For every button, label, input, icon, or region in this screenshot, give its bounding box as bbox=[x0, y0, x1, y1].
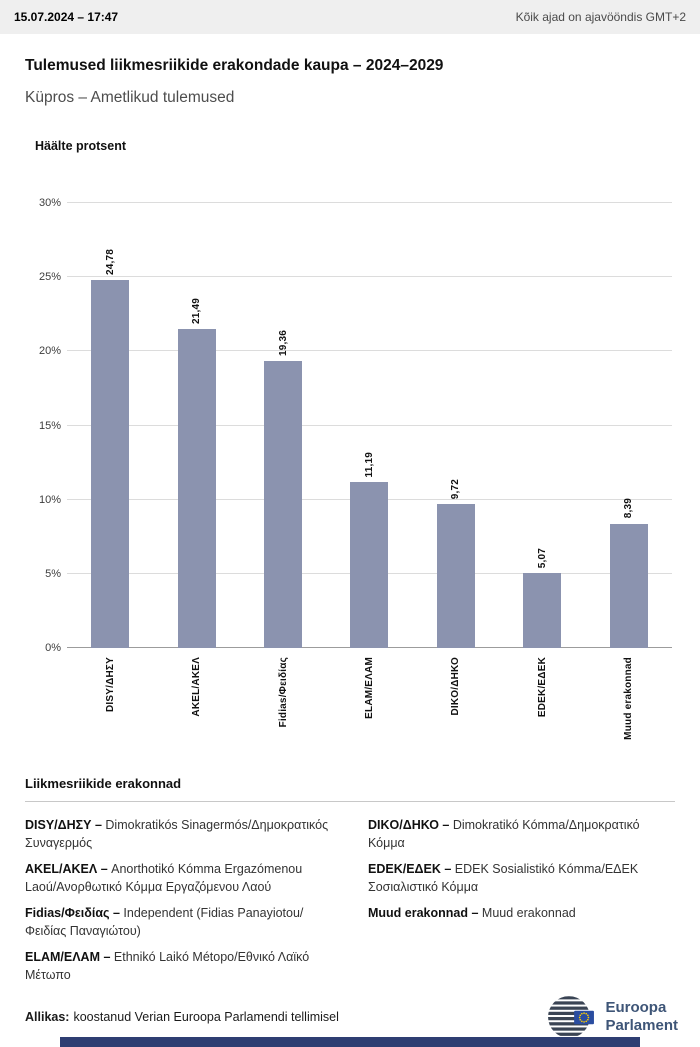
legend-item-name: Dimokratikó Kómma/Δημοκρατικό Κόμμα bbox=[368, 818, 640, 850]
legend-item: ELAM/ΕΛΑΜ – Ethnikó Laikó Métopo/Εθνικό … bbox=[25, 949, 332, 984]
bar-column: 8,39 bbox=[586, 203, 672, 648]
ep-logo-text: Euroopa Parlament bbox=[605, 999, 678, 1035]
plot-area: 0% 5% 10% 15% 20% 25% 30% 24,78 21,49 19,36 11,19 9… bbox=[39, 197, 672, 654]
legend-item-name: EDEK Sosialistikó Kómma/ΕΔΕΚ Σοσιαλιστικ… bbox=[368, 862, 639, 894]
logo-text-line2: Parlament bbox=[605, 1017, 678, 1034]
gridline bbox=[67, 276, 672, 278]
source-text: koostanud Verian Euroopa Parlamendi tell… bbox=[73, 1010, 339, 1024]
bar bbox=[609, 523, 648, 648]
y-tick-label: 5% bbox=[45, 567, 61, 580]
legend-item-name: Independent (Fidias Panayiotou/Φειδίας Π… bbox=[25, 906, 304, 938]
x-axis-label: Fidias/Φειδίας bbox=[277, 657, 289, 728]
bar-column: 21,49 bbox=[153, 203, 239, 648]
y-tick-label: 25% bbox=[38, 271, 61, 284]
y-tick-label: 20% bbox=[38, 345, 61, 358]
bar-column: 9,72 bbox=[413, 203, 499, 648]
bar bbox=[91, 280, 130, 648]
top-bar: 15.07.2024 – 17:47 Kõik ajad on ajavöönd… bbox=[0, 0, 700, 34]
bar bbox=[177, 329, 216, 648]
legend-item-abbr: EDEK/ΕΔΕΚ – bbox=[368, 862, 455, 876]
x-label-cell: ELAM/ΕΛΑΜ bbox=[326, 648, 412, 752]
legend-item-abbr: Fidias/Φειδίας – bbox=[25, 906, 124, 920]
y-tick-label: 0% bbox=[45, 642, 61, 654]
bar-value-label: 9,72 bbox=[450, 478, 462, 499]
bar-column: 19,36 bbox=[240, 203, 326, 648]
gridline bbox=[67, 350, 672, 352]
bottom-accent-bar bbox=[60, 1037, 640, 1047]
legend-col-2: DIKO/ΔΗΚΟ – Dimokratikó Kómma/Δημοκρατικ… bbox=[368, 817, 675, 993]
source-note: Allikas: koostanud Verian Euroopa Parlame… bbox=[25, 1010, 339, 1024]
legend-col-1: DISY/ΔΗΣΥ – Dimokratikós Sinagermós/Δημο… bbox=[25, 817, 332, 993]
timezone-note: Kõik ajad on ajavööndis GMT+2 bbox=[515, 10, 686, 24]
bar-value-label: 19,36 bbox=[277, 329, 289, 356]
bar-value-label: 11,19 bbox=[363, 451, 375, 478]
legend-item-abbr: AKEL/ΑΚΕΛ – bbox=[25, 862, 112, 876]
bar-value-label: 5,07 bbox=[536, 547, 548, 568]
bar-column: 24,78 bbox=[67, 203, 153, 648]
legend-item-abbr: DISY/ΔΗΣΥ – bbox=[25, 818, 106, 832]
bar bbox=[350, 482, 389, 648]
x-label-cell: AKEL/ΑΚΕΛ bbox=[153, 648, 239, 752]
gridline bbox=[67, 202, 672, 203]
legend-item: DIKO/ΔΗΚΟ – Dimokratikó Kómma/Δημοκρατικ… bbox=[368, 817, 675, 852]
y-tick-label: 10% bbox=[38, 493, 61, 506]
x-axis-label: DISY/ΔΗΣΥ bbox=[104, 657, 116, 712]
x-label-cell: EDEK/ΕΔΕΚ bbox=[499, 648, 585, 752]
bar bbox=[436, 503, 475, 648]
chart-section: Häälte protsent 0% 5% 10% 15% 20% 25% 30% 24,78… bbox=[25, 139, 675, 752]
x-label-cell: Fidias/Φειδίας bbox=[240, 648, 326, 752]
datetime-label: 15.07.2024 – 17:47 bbox=[14, 10, 119, 24]
x-axis-label: EDEK/ΕΔΕΚ bbox=[536, 657, 548, 718]
page-footer: Allikas: koostanud Verian Euroopa Parlame… bbox=[0, 993, 700, 1047]
logo-text-line1: Euroopa bbox=[605, 999, 667, 1016]
x-axis-labels: DISY/ΔΗΣΥ AKEL/ΑΚΕΛ Fidias/Φειδίας ELAM/ΕΛΑ… bbox=[67, 648, 672, 752]
legend-item-name: Ethnikó Laikó Métopo/Εθνικό Λαϊκό Μέτωπο bbox=[25, 950, 310, 982]
ep-hemicycle-icon bbox=[548, 996, 595, 1036]
x-axis-label: AKEL/ΑΚΕΛ bbox=[191, 657, 203, 717]
legend-item-name: Anorthotikó Kómma Ergazómenou Laoú/Ανορθ… bbox=[25, 862, 303, 894]
legend-item-abbr: DIKO/ΔΗΚΟ – bbox=[368, 818, 453, 832]
bar bbox=[523, 572, 562, 648]
bar-value-label: 24,78 bbox=[104, 249, 116, 276]
y-tick-label: 30% bbox=[38, 197, 61, 209]
legend-item: EDEK/ΕΔΕΚ – EDEK Sosialistikó Kómma/ΕΔΕΚ… bbox=[368, 861, 675, 896]
legend-item: Fidias/Φειδίας – Independent (Fidias Pan… bbox=[25, 905, 332, 940]
legend-title: Liikmesriikide erakonnad bbox=[25, 776, 182, 791]
legend-item-abbr: ELAM/ΕΛΑΜ – bbox=[25, 950, 114, 964]
bar-value-label: 21,49 bbox=[191, 298, 203, 325]
bar bbox=[264, 360, 303, 648]
legend-item: DISY/ΔΗΣΥ – Dimokratikós Sinagermós/Δημο… bbox=[25, 817, 332, 852]
x-label-cell: DISY/ΔΗΣΥ bbox=[67, 648, 153, 752]
page-subtitle: Küpros – Ametlikud tulemused bbox=[25, 89, 235, 106]
legend-item-name: Muud erakonnad bbox=[481, 906, 576, 920]
legend-item: Muud erakonnad – Muud erakonnad bbox=[368, 905, 675, 923]
page-title: Tulemused liikmesriikide erakondade kaup… bbox=[25, 57, 444, 74]
x-axis-label: Muud erakonnad bbox=[623, 657, 635, 740]
chart-title: Häälte protsent bbox=[35, 139, 126, 153]
ep-logo: Euroopa Parlament bbox=[547, 993, 678, 1041]
bar-column: 11,19 bbox=[326, 203, 412, 648]
source-label: Allikas: bbox=[25, 1010, 70, 1024]
x-label-cell: Muud erakonnad bbox=[586, 648, 672, 752]
bar-value-label: 8,39 bbox=[623, 498, 635, 519]
x-axis-label: ELAM/ΕΛΑΜ bbox=[363, 657, 375, 719]
gridline bbox=[67, 424, 672, 426]
legend-item: AKEL/ΑΚΕΛ – Anorthotikó Kómma Ergazómeno… bbox=[25, 861, 332, 896]
x-label-cell: DIKO/ΔΗΚΟ bbox=[413, 648, 499, 752]
party-legend: Liikmesriikide erakonnad DISY/ΔΗΣΥ – Dim… bbox=[25, 776, 675, 993]
legend-item-name: Dimokratikós Sinagermós/Δημοκρατικός Συν… bbox=[25, 818, 329, 850]
bar-column: 5,07 bbox=[499, 203, 585, 648]
main-content: Tulemused liikmesriikide erakondade kaup… bbox=[0, 34, 700, 993]
legend-columns: DISY/ΔΗΣΥ – Dimokratikós Sinagermós/Δημο… bbox=[25, 817, 675, 993]
legend-divider bbox=[25, 801, 675, 802]
y-tick-label: 15% bbox=[38, 419, 61, 432]
bars-row: 24,78 21,49 19,36 11,19 9,72 5,07 8,39 bbox=[67, 203, 672, 648]
legend-item-abbr: Muud erakonnad – bbox=[368, 906, 482, 920]
eu-flag-icon bbox=[574, 1010, 595, 1025]
x-axis-label: DIKO/ΔΗΚΟ bbox=[450, 657, 462, 716]
